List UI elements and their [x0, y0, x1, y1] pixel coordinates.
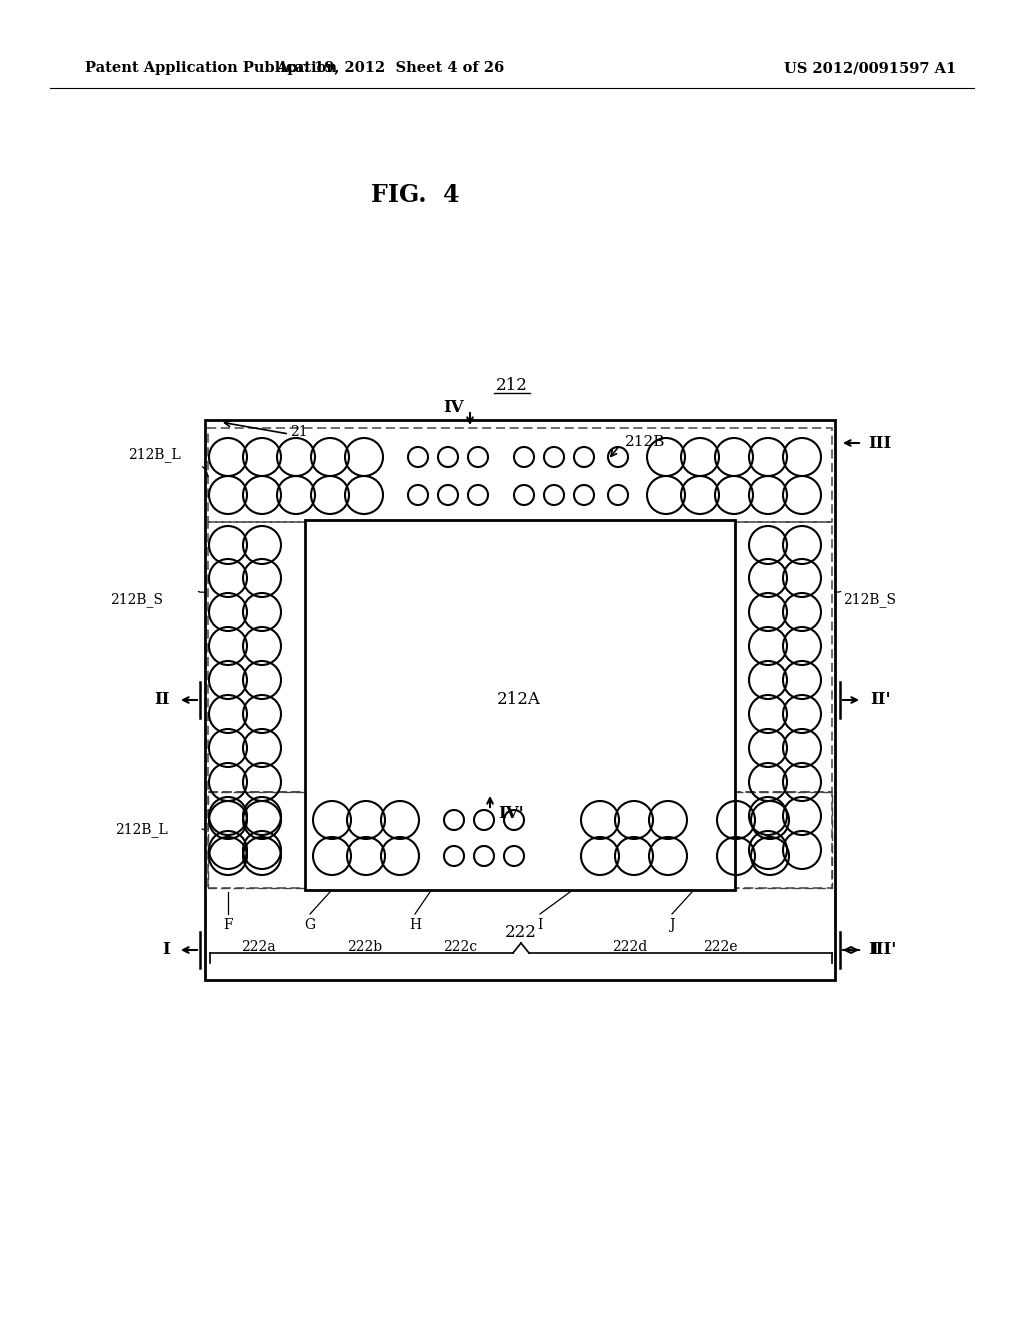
- Text: G: G: [304, 917, 315, 932]
- Text: I': I': [870, 941, 883, 958]
- Text: 222c: 222c: [443, 940, 477, 954]
- Bar: [208, 792, 831, 888]
- Text: 222e: 222e: [702, 940, 737, 954]
- Text: 212B_L: 212B_L: [115, 822, 168, 837]
- Text: IV': IV': [498, 804, 523, 821]
- Text: F: F: [223, 917, 232, 932]
- Text: J: J: [670, 917, 675, 932]
- Bar: [732, 521, 831, 792]
- Text: II': II': [870, 692, 891, 709]
- Bar: [570, 792, 692, 888]
- Bar: [430, 792, 570, 888]
- Bar: [205, 420, 835, 979]
- Text: 212A: 212A: [497, 692, 541, 709]
- Text: 212B_S: 212B_S: [843, 593, 896, 607]
- Text: US 2012/0091597 A1: US 2012/0091597 A1: [784, 61, 956, 75]
- Text: 212B: 212B: [625, 436, 666, 449]
- Text: 222d: 222d: [612, 940, 647, 954]
- Text: FIG.  4: FIG. 4: [371, 183, 459, 207]
- Text: 222a: 222a: [241, 940, 275, 954]
- Text: 222b: 222b: [347, 940, 383, 954]
- Bar: [308, 792, 430, 888]
- Text: 212B_L: 212B_L: [128, 447, 181, 462]
- Text: 212: 212: [496, 376, 528, 393]
- Text: Patent Application Publication: Patent Application Publication: [85, 61, 337, 75]
- Text: III': III': [868, 941, 896, 958]
- Text: 21: 21: [290, 425, 307, 440]
- Text: 212B_S: 212B_S: [110, 593, 163, 607]
- Text: 222: 222: [505, 924, 537, 941]
- Bar: [208, 428, 831, 521]
- Text: H: H: [409, 917, 421, 932]
- Text: II: II: [155, 692, 170, 709]
- Bar: [692, 792, 831, 888]
- Bar: [305, 520, 735, 890]
- Text: I: I: [538, 917, 543, 932]
- Text: III: III: [868, 434, 891, 451]
- Text: Apr. 19, 2012  Sheet 4 of 26: Apr. 19, 2012 Sheet 4 of 26: [275, 61, 504, 75]
- Text: IV: IV: [443, 399, 464, 416]
- Text: I: I: [162, 941, 170, 958]
- Bar: [208, 792, 308, 888]
- Bar: [208, 521, 308, 792]
